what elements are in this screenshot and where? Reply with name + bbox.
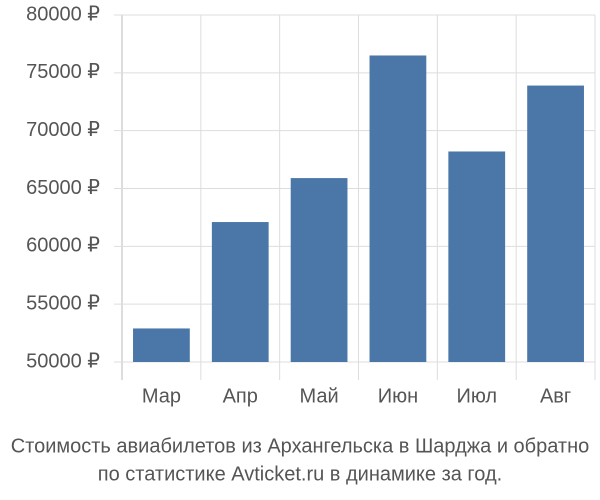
- x-tick-label: Авг: [540, 385, 571, 407]
- bar: [369, 55, 427, 362]
- chart-title-line: Стоимость авиабилетов из Архангельска в …: [11, 435, 590, 457]
- y-tick-label: 50000 ₽: [26, 350, 100, 372]
- x-tick-label: Июн: [378, 385, 418, 407]
- y-tick-label: 55000 ₽: [26, 292, 100, 314]
- y-tick-label: 65000 ₽: [26, 177, 100, 199]
- x-tick-label: Июл: [456, 385, 497, 407]
- x-tick-label: Мар: [142, 385, 181, 407]
- y-tick-label: 75000 ₽: [26, 61, 100, 83]
- bar: [211, 222, 269, 362]
- bar: [527, 85, 584, 362]
- bar: [290, 178, 348, 362]
- x-tick-label: Апр: [223, 385, 258, 407]
- y-tick-label: 70000 ₽: [26, 119, 100, 141]
- bar: [448, 151, 506, 362]
- y-tick-label: 80000 ₽: [26, 3, 100, 25]
- chart-title-line: по статистике Avticket.ru в динамике за …: [98, 463, 502, 485]
- x-tick-label: Май: [299, 385, 338, 407]
- bar: [133, 328, 190, 362]
- y-tick-label: 60000 ₽: [26, 235, 100, 257]
